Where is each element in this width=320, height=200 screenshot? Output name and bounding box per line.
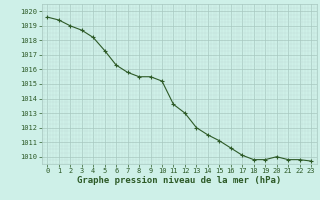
X-axis label: Graphe pression niveau de la mer (hPa): Graphe pression niveau de la mer (hPa) bbox=[77, 176, 281, 185]
